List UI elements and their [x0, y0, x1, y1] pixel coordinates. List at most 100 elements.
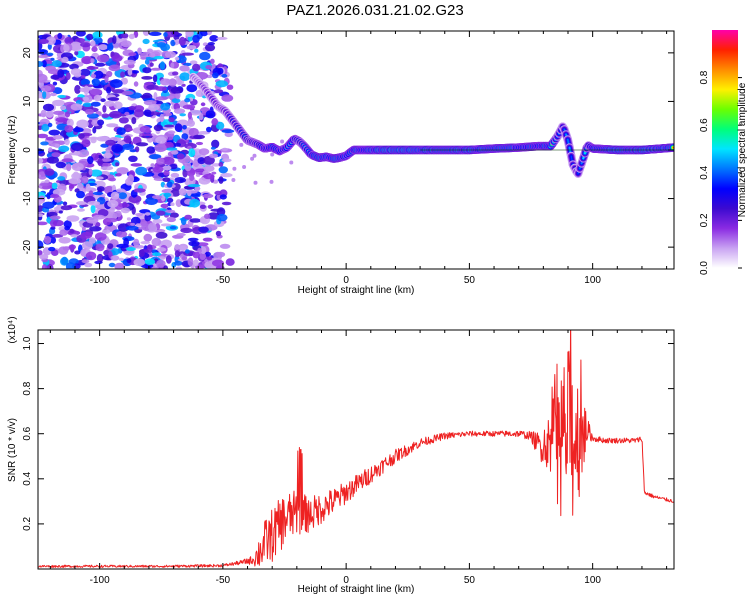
noise-blob [101, 113, 109, 118]
noise-blob [163, 170, 170, 176]
noise-blob [151, 214, 161, 220]
noise-blob [42, 103, 55, 112]
noise-blob [52, 110, 65, 115]
noise-blob [159, 113, 165, 123]
noise-blob [66, 118, 74, 127]
noise-blob [97, 158, 103, 167]
x-tick-label: 100 [584, 575, 601, 586]
noise-blob [38, 133, 49, 139]
noise-blob [150, 67, 162, 71]
noise-blob [104, 75, 109, 83]
colorbar-tick-label: 0.4 [699, 165, 710, 179]
noise-blob [220, 173, 233, 178]
noise-blob [202, 237, 213, 242]
noise-blob [159, 61, 166, 70]
noise-blob [210, 58, 215, 64]
noise-blob [90, 58, 95, 64]
colorbar-ticks: 0.0 0.2 0.4 0.6 0.8 [699, 70, 742, 275]
noise-blob [100, 165, 114, 171]
noise-blob [77, 208, 85, 212]
noise-blob [148, 222, 157, 232]
noise-blob [50, 226, 56, 230]
noise-blob [85, 183, 91, 192]
noise-blob [121, 90, 134, 96]
colorbar-label: Normalized spectral amplitude [737, 82, 748, 217]
noise-blob [118, 117, 129, 124]
noise-blob [189, 218, 202, 223]
noise-blob [40, 85, 52, 92]
noise-blob [38, 73, 48, 83]
noise-blob [123, 59, 136, 65]
noise-blob [42, 201, 55, 209]
noise-blob [280, 139, 285, 144]
noise-blob [79, 68, 91, 77]
noise-blob [153, 124, 163, 132]
noise-blob [74, 50, 79, 56]
noise-blob [41, 185, 51, 190]
noise-blob [52, 234, 64, 238]
noise-blob [38, 221, 48, 226]
noise-blob [68, 244, 77, 250]
noise-blob [176, 55, 187, 64]
noise-blob [129, 149, 137, 153]
noise-blob [80, 231, 93, 239]
noise-blob [209, 35, 219, 42]
noise-blob [91, 46, 98, 52]
noise-blob [186, 84, 198, 93]
noise-blob [218, 161, 224, 167]
noise-blob [163, 192, 172, 198]
noise-blob [114, 262, 124, 269]
y-tick-label: 0.2 [22, 517, 33, 531]
noise-blob [82, 102, 93, 108]
noise-blob [197, 131, 210, 135]
noise-blob [41, 123, 50, 132]
noise-blob [225, 258, 235, 266]
noise-blob [221, 147, 228, 151]
noise-blob [164, 124, 175, 128]
noise-blob [145, 197, 158, 206]
noise-blob [178, 188, 187, 196]
noise-blob [95, 176, 104, 180]
noise-blob [69, 228, 75, 234]
noise-blob [146, 244, 153, 254]
noise-blob [81, 139, 91, 148]
noise-blob [217, 67, 224, 75]
noise-blob [46, 52, 54, 56]
noise-blob [114, 210, 122, 218]
noise-blob [123, 135, 132, 144]
noise-blob [140, 56, 147, 60]
noise-blob [199, 113, 204, 121]
noise-blob [40, 109, 47, 118]
noise-blob [70, 103, 83, 111]
noise-blob [135, 223, 142, 227]
noise-blob [81, 226, 86, 232]
y-tick-label: -10 [22, 191, 33, 206]
noise-blob [155, 96, 169, 101]
noise-blob [148, 31, 162, 36]
noise-blob [66, 215, 80, 222]
noise-blob [89, 169, 103, 177]
noise-blob [107, 43, 114, 51]
noise-blob [204, 213, 211, 219]
noise-blob [128, 106, 136, 111]
noise-blob [160, 223, 172, 227]
noise-blob [270, 152, 275, 157]
y-tick-label: 10 [22, 95, 33, 107]
noise-blob [192, 251, 200, 259]
noise-blob [163, 265, 168, 269]
noise-blob [218, 166, 228, 174]
noise-blob [214, 190, 222, 196]
noise-blob [51, 182, 58, 190]
noise-blob [171, 98, 181, 104]
noise-blob [143, 233, 153, 242]
noise-blob [151, 237, 162, 247]
noise-blob [128, 155, 138, 162]
noise-blob [221, 129, 235, 134]
noise-blob [90, 40, 96, 47]
noise-blob [130, 163, 143, 167]
noise-blob [42, 91, 47, 99]
noise-blob [50, 74, 60, 80]
noise-blob [38, 54, 49, 59]
noise-blob [57, 176, 66, 181]
